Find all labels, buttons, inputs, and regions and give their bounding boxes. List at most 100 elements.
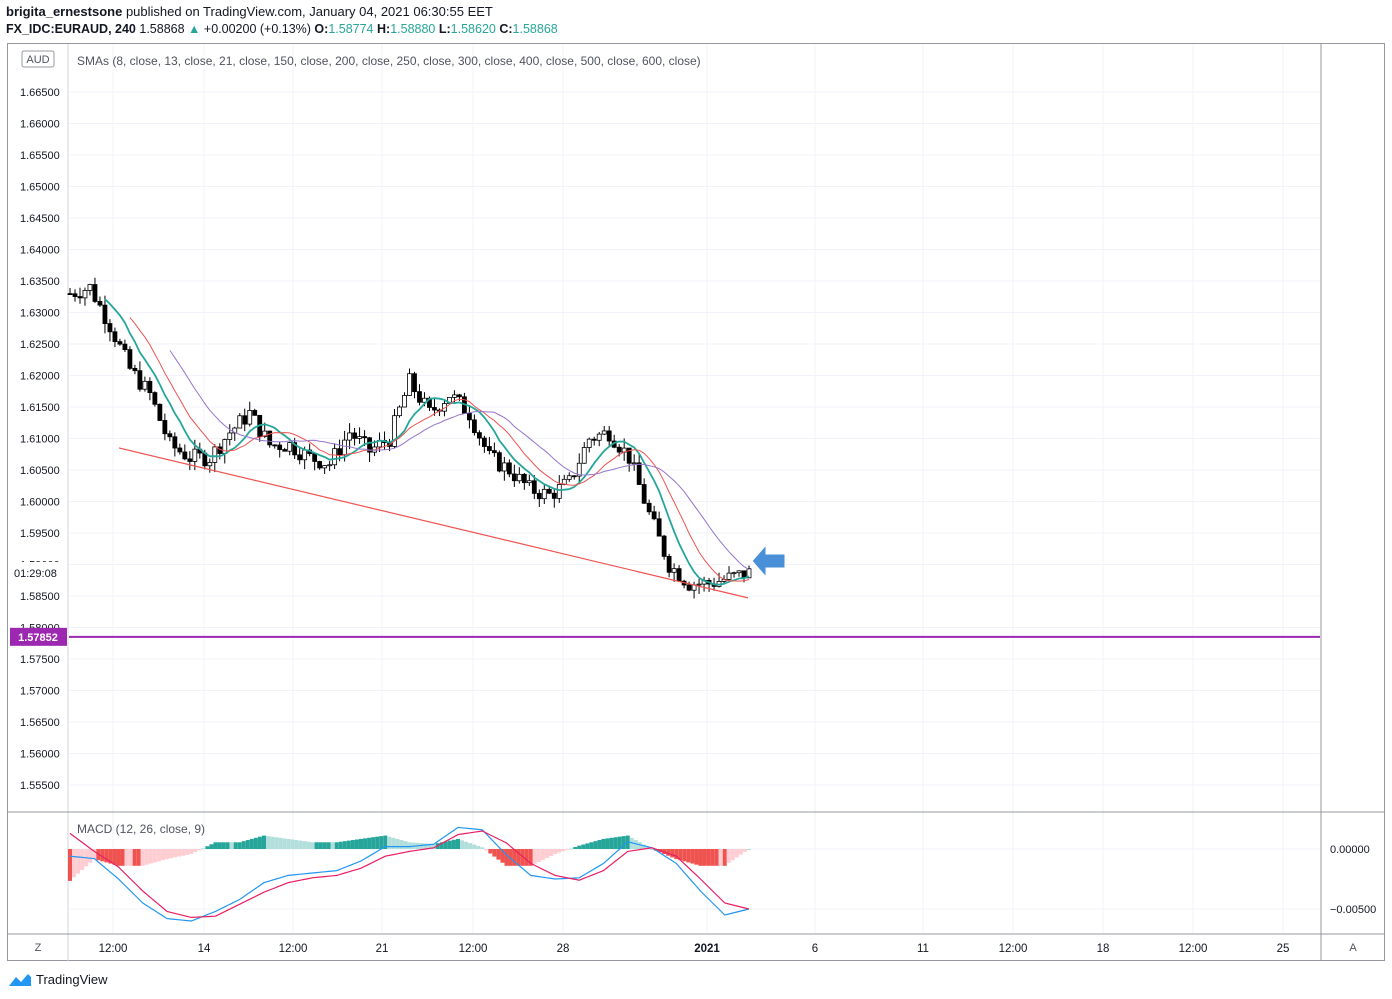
- macd-histogram-bar: [209, 844, 214, 849]
- horizontal-level-price-box: [10, 627, 67, 646]
- arrow-left-icon: [751, 543, 786, 579]
- macd-histogram-bar: [350, 840, 355, 849]
- sma-8-line: [104, 298, 750, 586]
- macd-histogram-bar: [738, 849, 743, 855]
- macd-histogram-bar: [245, 840, 250, 849]
- candle-body: [242, 415, 248, 425]
- horizontal-level[interactable]: 1.57852: [10, 627, 1320, 646]
- macd-histogram-bar: [193, 849, 198, 853]
- price-tick-label: 1.65000: [20, 182, 60, 194]
- macd-histogram-bar: [278, 837, 283, 849]
- macd-histogram-bar: [173, 849, 178, 858]
- macd-histogram-bar: [124, 849, 129, 866]
- candle-body: [77, 296, 83, 299]
- trendline[interactable]: [118, 447, 749, 599]
- macd-histogram-bar: [484, 849, 489, 851]
- macd-histogram-bar: [160, 849, 165, 861]
- candle-body: [676, 568, 682, 582]
- candle-body: [332, 448, 338, 466]
- candle-body: [137, 370, 143, 390]
- tradingview-logo[interactable]: TradingView: [8, 972, 108, 987]
- macd-histogram-bar: [379, 836, 384, 849]
- macd-label[interactable]: MACD (12, 26, close, 9): [77, 822, 205, 836]
- macd-histogram-bar: [617, 836, 622, 849]
- macd-histogram-bar: [476, 845, 481, 849]
- time-axis[interactable]: 12:00 14 12:00 21 12:00 28 2021 6 11 12:00 18 12:00…: [99, 943, 1290, 955]
- candle-body: [746, 568, 752, 579]
- macd-histogram-bar: [581, 844, 586, 849]
- trendline-line[interactable]: [118, 447, 749, 599]
- autoscale-button[interactable]: A: [1349, 942, 1357, 954]
- currency-badge[interactable]: [21, 50, 55, 68]
- symbol-info: FX_IDC:EURAUD, 240 1.58868 ▲ +0.00200 (+…: [6, 22, 558, 36]
- candle-body: [636, 462, 642, 485]
- close-value: 1.58868: [512, 22, 558, 36]
- macd-histogram-bar: [468, 843, 473, 849]
- macd-histogram-bar: [270, 836, 275, 849]
- macd-histogram-bar: [609, 837, 614, 849]
- macd-histogram-bar: [387, 836, 392, 849]
- tradingview-logo-text: TradingView: [36, 972, 108, 987]
- macd-histogram-bar: [140, 849, 145, 866]
- candle-body: [267, 430, 273, 446]
- candle-body: [521, 473, 527, 484]
- macd-histogram-bar: [100, 849, 105, 862]
- macd-histogram-bar: [512, 849, 517, 866]
- macd-histogram-bar: [403, 841, 408, 849]
- candle-body: [397, 406, 402, 417]
- macd-histogram-bar: [605, 838, 610, 849]
- candle-body: [142, 380, 148, 390]
- macd-histogram-bar: [363, 838, 368, 849]
- macd-histogram-bar: [136, 849, 141, 866]
- macd-histogram-bar: [633, 840, 638, 849]
- price-tick-label: 1.56000: [20, 749, 60, 761]
- macd-histogram-bar: [346, 840, 351, 849]
- macd-histogram-bar: [553, 849, 557, 855]
- macd-histogram-bar: [573, 847, 578, 849]
- author-name[interactable]: brigita_ernestsone: [6, 4, 123, 19]
- macd-histogram-bar: [286, 838, 291, 849]
- candle-body: [192, 448, 198, 462]
- candle-body: [402, 395, 407, 408]
- candle-body: [616, 446, 622, 453]
- macd-histogram-bar: [492, 849, 497, 857]
- macd-histogram-bar: [585, 843, 590, 849]
- candle-body: [297, 454, 303, 461]
- zoom-button[interactable]: [30, 939, 46, 955]
- macd-line: [69, 826, 750, 922]
- candle-body: [342, 439, 347, 456]
- candle-body: [516, 473, 522, 482]
- candle-body: [726, 572, 732, 580]
- candle-body: [452, 394, 457, 398]
- candle-body: [157, 403, 163, 421]
- macd-histogram-bar: [682, 849, 687, 862]
- macd-histogram-bar: [670, 849, 675, 858]
- candle-body: [72, 293, 78, 297]
- macd-histogram-bar: [532, 849, 537, 864]
- macd-histogram-bar: [326, 842, 331, 849]
- price-tick-label: 1.65500: [20, 150, 60, 162]
- macd-histogram-bar: [257, 836, 262, 849]
- price-tick-label: 1.61500: [20, 402, 60, 414]
- macd-histogram-bar: [383, 835, 388, 849]
- price-axis[interactable]: 1.66500 1.66000 1.65500 1.65000 1.64500 1.640…: [20, 87, 60, 792]
- macd-histogram-bar: [451, 839, 456, 849]
- macd-histogram-bar: [504, 849, 509, 866]
- price-tick-label: 1.63500: [20, 276, 60, 288]
- sma-13-line: [129, 317, 750, 582]
- macd-histogram-bar: [460, 840, 465, 849]
- indicator-label[interactable]: SMAs (8, close, 13, close, 21, close, 15…: [77, 54, 701, 68]
- macd-histogram-bar: [274, 837, 279, 849]
- time-tick-label: 12:00: [1179, 943, 1208, 955]
- macd-histogram-bar: [593, 841, 598, 849]
- candle-body: [407, 373, 412, 396]
- macd-histogram-bar: [456, 838, 460, 849]
- macd-histogram-bar: [520, 849, 525, 866]
- macd-histogram-bar: [189, 849, 194, 855]
- macd-histogram-bar: [104, 849, 109, 863]
- macd-histogram-bar: [641, 844, 646, 849]
- candle-body: [82, 290, 88, 299]
- macd-histogram-bar: [730, 849, 735, 861]
- macd-histogram-bar: [68, 849, 72, 881]
